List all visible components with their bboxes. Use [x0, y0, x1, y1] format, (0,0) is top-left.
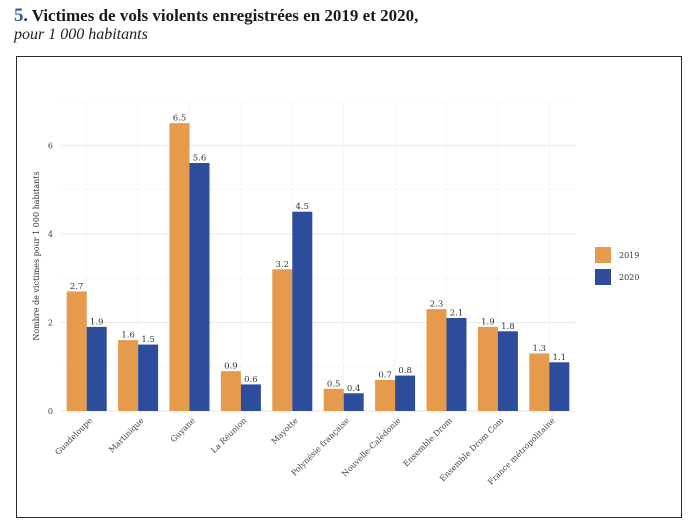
bar-2019 — [529, 353, 550, 411]
x-tick-label: Guadeloupe — [53, 416, 94, 457]
bar-value-label: 1.9 — [90, 317, 104, 327]
bar-2020 — [240, 384, 261, 411]
bar-2019 — [272, 269, 293, 411]
legend-label: 2020 — [619, 273, 639, 282]
bar-value-label: 2.7 — [70, 282, 84, 292]
x-tick-label: Mayotte — [270, 416, 300, 446]
bar-2019 — [323, 388, 344, 411]
bar-2019 — [66, 291, 87, 411]
figure-number: 5 — [14, 5, 24, 26]
bar-2020 — [86, 326, 107, 411]
bar-value-label: 0.5 — [327, 379, 341, 389]
bar-2020 — [189, 163, 210, 411]
x-tick-label: Ensemble Drom — [402, 416, 455, 469]
bar-value-label: 0.8 — [398, 366, 412, 376]
bar-2019 — [220, 371, 241, 411]
bar-value-label: 1.6 — [121, 331, 135, 341]
bar-value-label: 4.5 — [296, 202, 310, 212]
bar-2019 — [375, 380, 396, 411]
bar-value-label: 0.4 — [347, 384, 361, 394]
legend-label: 2019 — [619, 251, 639, 260]
bar-value-label: 5.6 — [193, 154, 207, 164]
bar-value-label: 1.1 — [553, 353, 567, 363]
y-tick-label: 2 — [48, 318, 53, 327]
bar-value-label: 3.2 — [276, 260, 290, 270]
bar-value-label: 1.5 — [141, 335, 155, 345]
legend-swatch-2019 — [595, 247, 611, 263]
legend-swatch-2020 — [595, 269, 611, 285]
y-tick-label: 4 — [48, 230, 53, 239]
bar-2020 — [395, 375, 416, 411]
title-text: . Victimes de vols violents enregistrées… — [23, 6, 419, 25]
bar-value-label: 6.5 — [173, 114, 187, 124]
bar-value-label: 2.3 — [430, 300, 444, 310]
y-tick-label: 0 — [48, 407, 53, 416]
x-tick-label: Nouvelle-Calédonie — [340, 416, 403, 479]
chart-frame: 0 2 4 6 Nombre de victimes pour 1 000 habita… — [16, 56, 682, 518]
bar-2020 — [446, 318, 467, 411]
chart-header: 5. Victimes de vols violents enregistrée… — [14, 6, 684, 44]
bar-2020 — [497, 331, 518, 411]
bar-value-label: 0.9 — [224, 362, 238, 372]
y-axis-title: Nombre de victimes pour 1 000 habitants — [32, 171, 41, 340]
bar-value-label: 2.1 — [450, 309, 464, 319]
chart-title: 5. Victimes de vols violents enregistrée… — [14, 6, 684, 26]
bar-2020 — [292, 211, 313, 411]
chart-subtitle: pour 1 000 habitants — [14, 26, 148, 43]
bar-2019 — [169, 123, 190, 412]
bar-2020 — [343, 393, 364, 411]
x-tick-label: Martinique — [107, 416, 146, 455]
bar-2019 — [477, 326, 498, 411]
bar-value-label: 1.8 — [501, 322, 515, 332]
x-tick-label: Polynésie française — [289, 416, 351, 478]
bar-value-label: 1.3 — [533, 344, 547, 354]
bar-chart: 0 2 4 6 Nombre de victimes pour 1 000 habita… — [32, 100, 639, 487]
bar-value-label: 0.7 — [378, 371, 392, 381]
y-tick-label: 6 — [48, 141, 53, 150]
bar-value-label: 1.9 — [481, 317, 495, 327]
x-tick-label: La Réunion — [209, 416, 248, 455]
bar-2019 — [118, 340, 139, 411]
bar-2020 — [138, 344, 159, 411]
bar-value-label: 0.6 — [244, 375, 258, 385]
x-tick-label: Guyane — [169, 416, 197, 444]
bar-2020 — [549, 362, 570, 411]
bar-2019 — [426, 309, 447, 411]
